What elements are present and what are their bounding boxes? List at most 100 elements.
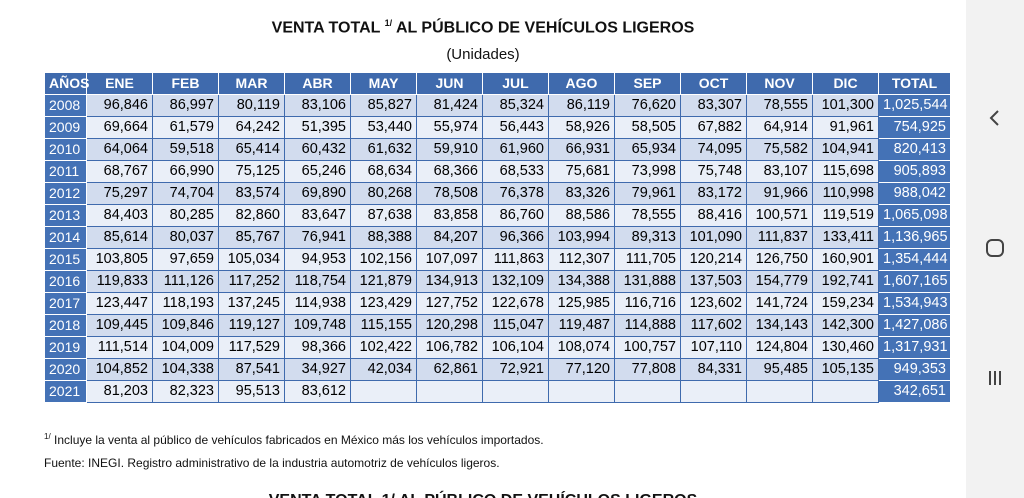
value-cell: 66,990: [152, 160, 219, 183]
year-cell: 2017: [44, 292, 87, 315]
value-cell: 114,938: [284, 292, 351, 315]
table-row: 2015 103,805 97,659 105,034 94,953 102,156 107…: [44, 248, 951, 271]
value-cell: 159,234: [812, 292, 879, 315]
value-cell: 114,888: [614, 314, 681, 337]
value-cell: 118,754: [284, 270, 351, 293]
footnote-text: Incluye la venta al público de vehículos…: [54, 433, 544, 447]
value-cell: 119,833: [86, 270, 153, 293]
navigation-bar: [966, 0, 1024, 498]
year-cell: 2015: [44, 248, 87, 271]
value-cell: 55,974: [416, 116, 483, 139]
value-cell: 86,997: [152, 94, 219, 117]
value-cell: 104,009: [152, 336, 219, 359]
title-main: VENTA TOTAL: [271, 19, 381, 37]
total-cell: 754,925: [878, 116, 951, 139]
value-cell: 137,245: [218, 292, 285, 315]
value-cell: 96,846: [86, 94, 153, 117]
back-button[interactable]: [966, 98, 1024, 138]
value-cell: 121,879: [350, 270, 417, 293]
value-cell: 134,388: [548, 270, 615, 293]
value-cell: 100,571: [746, 204, 813, 227]
value-cell: 84,207: [416, 226, 483, 249]
value-cell: 76,941: [284, 226, 351, 249]
value-cell: 119,487: [548, 314, 615, 337]
value-cell: 75,582: [746, 138, 813, 161]
table-row: 2011 68,767 66,990 75,125 65,246 68,634 68,366…: [44, 160, 951, 183]
column-header: AÑOS: [44, 72, 89, 95]
column-header: OCT: [680, 72, 747, 95]
table-row: 2012 75,297 74,704 83,574 69,890 80,268 78,508…: [44, 182, 951, 205]
total-cell: 342,651: [878, 380, 951, 403]
value-cell: 107,110: [680, 336, 747, 359]
value-cell: 111,837: [746, 226, 813, 249]
value-cell: 86,760: [482, 204, 549, 227]
year-cell: 2012: [44, 182, 87, 205]
value-cell: 73,998: [614, 160, 681, 183]
column-header: TOTAL: [878, 72, 951, 95]
value-cell: 78,555: [614, 204, 681, 227]
value-cell: 101,090: [680, 226, 747, 249]
source-note: Fuente: INEGI. Registro administrativo d…: [44, 456, 500, 470]
page-subtitle: (Unidades): [446, 46, 520, 63]
value-cell: 124,804: [746, 336, 813, 359]
value-cell: 123,447: [86, 292, 153, 315]
value-cell: 83,106: [284, 94, 351, 117]
next-section-title: VENTA TOTAL 1/ AL PÚBLICO DE VEHÍCULOS L…: [0, 490, 966, 498]
value-cell: 83,647: [284, 204, 351, 227]
year-cell: 2008: [44, 94, 87, 117]
value-cell: 98,366: [284, 336, 351, 359]
table-header-row: AÑOS ENE FEB MAR ABR MAY JUN JUL AGO SEP OCT NOV DIC…: [44, 72, 951, 95]
value-cell: 69,664: [86, 116, 153, 139]
value-cell: 125,985: [548, 292, 615, 315]
value-cell: [680, 380, 747, 403]
circle-home-icon: [986, 239, 1004, 257]
year-cell: 2013: [44, 204, 87, 227]
value-cell: 72,921: [482, 358, 549, 381]
home-button[interactable]: [966, 228, 1024, 268]
value-cell: 81,424: [416, 94, 483, 117]
total-cell: 1,065,098: [878, 204, 951, 227]
table-row: 2008 96,846 86,997 80,119 83,106 85,827 81,424…: [44, 94, 951, 117]
value-cell: 68,767: [86, 160, 153, 183]
value-cell: 75,681: [548, 160, 615, 183]
value-cell: 109,846: [152, 314, 219, 337]
total-cell: 1,534,943: [878, 292, 951, 315]
recents-button[interactable]: [966, 358, 1024, 398]
table-row: 2014 85,614 80,037 85,767 76,941 88,388 84,207…: [44, 226, 951, 249]
value-cell: 119,519: [812, 204, 879, 227]
value-cell: 103,994: [548, 226, 615, 249]
value-cell: 111,126: [152, 270, 219, 293]
value-cell: 64,064: [86, 138, 153, 161]
value-cell: 68,366: [416, 160, 483, 183]
year-cell: 2018: [44, 314, 87, 337]
value-cell: 104,338: [152, 358, 219, 381]
value-cell: 61,960: [482, 138, 549, 161]
value-cell: 84,331: [680, 358, 747, 381]
column-header: DIC: [812, 72, 879, 95]
value-cell: 62,861: [416, 358, 483, 381]
column-header: ABR: [284, 72, 351, 95]
table-row: 2020 104,852 104,338 87,541 34,927 42,034 62,8…: [44, 358, 951, 381]
value-cell: 97,659: [152, 248, 219, 271]
value-cell: 65,246: [284, 160, 351, 183]
value-cell: 74,704: [152, 182, 219, 205]
value-cell: 76,378: [482, 182, 549, 205]
value-cell: 78,508: [416, 182, 483, 205]
value-cell: 115,698: [812, 160, 879, 183]
value-cell: 34,927: [284, 358, 351, 381]
total-cell: 1,427,086: [878, 314, 951, 337]
value-cell: 61,632: [350, 138, 417, 161]
value-cell: [350, 380, 417, 403]
value-cell: 94,953: [284, 248, 351, 271]
value-cell: 105,135: [812, 358, 879, 381]
value-cell: 142,300: [812, 314, 879, 337]
column-header: NOV: [746, 72, 813, 95]
value-cell: 111,705: [614, 248, 681, 271]
total-cell: 905,893: [878, 160, 951, 183]
value-cell: 95,485: [746, 358, 813, 381]
value-cell: 122,678: [482, 292, 549, 315]
value-cell: 58,505: [614, 116, 681, 139]
value-cell: 77,808: [614, 358, 681, 381]
value-cell: 192,741: [812, 270, 879, 293]
value-cell: 117,252: [218, 270, 285, 293]
